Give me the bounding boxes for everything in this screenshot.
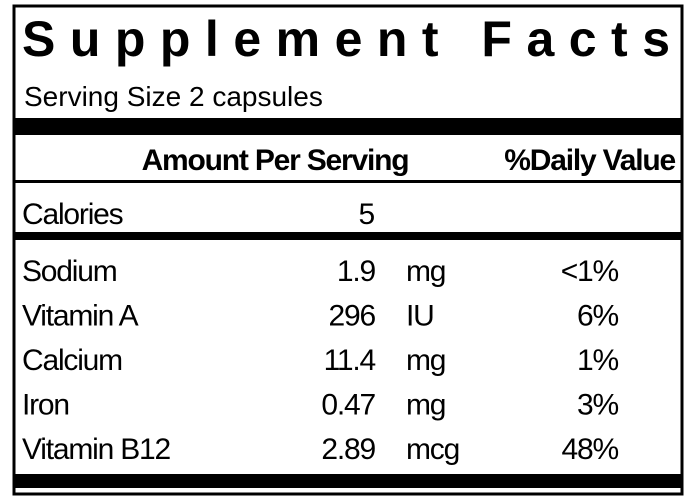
nutrient-dv: 48% xyxy=(562,433,619,466)
nutrient-name: Calcium xyxy=(22,344,122,377)
nutrient-name: Vitamin B12 xyxy=(22,433,171,466)
nutrient-name: Iron xyxy=(22,389,69,422)
nutrient-amount: 11.4 xyxy=(324,344,376,377)
nutrient-dv: 3% xyxy=(577,389,618,422)
nutrient-dv: 1% xyxy=(577,344,618,377)
thin-rule xyxy=(14,180,682,183)
dv-header: %Daily Value xyxy=(504,144,675,177)
nutrient-amount: 1.9 xyxy=(337,255,376,288)
calories-amount: 5 xyxy=(359,198,375,231)
label-border xyxy=(12,4,684,496)
nutrient-amount: 0.47 xyxy=(321,389,375,422)
nutrient-unit: mg xyxy=(406,389,445,422)
nutrient-unit: IU xyxy=(406,300,434,333)
medium-rule xyxy=(14,232,682,240)
nutrient-unit: mg xyxy=(406,255,445,288)
nutrient-name: Sodium xyxy=(22,255,117,288)
nutrient-unit: mcg xyxy=(406,433,459,466)
amount-header: Amount Per Serving xyxy=(142,144,409,177)
calories-label: Calories xyxy=(22,198,123,231)
nutrient-dv: <1% xyxy=(561,255,619,288)
bottom-rule xyxy=(14,474,682,488)
label-title: Supplement Facts xyxy=(22,11,670,67)
nutrient-dv: 6% xyxy=(577,300,618,333)
nutrient-unit: mg xyxy=(406,344,445,377)
nutrient-amount: 2.89 xyxy=(321,433,375,466)
nutrient-amount: 296 xyxy=(329,300,376,333)
serving-size: Serving Size 2 capsules xyxy=(24,81,323,112)
nutrient-name: Vitamin A xyxy=(22,300,139,333)
thick-rule xyxy=(14,118,682,135)
